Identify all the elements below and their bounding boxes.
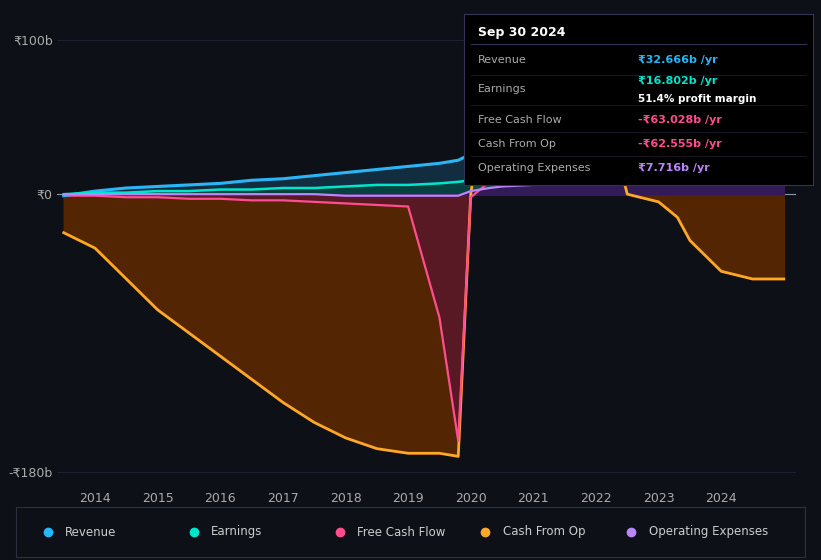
Text: Cash From Op: Cash From Op bbox=[478, 139, 556, 149]
Text: Operating Expenses: Operating Expenses bbox=[478, 163, 590, 172]
Text: Operating Expenses: Operating Expenses bbox=[649, 525, 768, 539]
Text: -₹63.028b /yr: -₹63.028b /yr bbox=[639, 115, 722, 125]
Text: Free Cash Flow: Free Cash Flow bbox=[478, 115, 562, 125]
Text: Earnings: Earnings bbox=[211, 525, 263, 539]
Text: Revenue: Revenue bbox=[66, 525, 117, 539]
Text: 51.4% profit margin: 51.4% profit margin bbox=[639, 95, 757, 104]
Text: ₹16.802b /yr: ₹16.802b /yr bbox=[639, 76, 718, 86]
Text: ₹32.666b /yr: ₹32.666b /yr bbox=[639, 55, 718, 65]
Text: Cash From Op: Cash From Op bbox=[502, 525, 585, 539]
Text: Revenue: Revenue bbox=[478, 55, 526, 65]
Text: -₹62.555b /yr: -₹62.555b /yr bbox=[639, 139, 722, 149]
Text: Free Cash Flow: Free Cash Flow bbox=[357, 525, 445, 539]
Text: Sep 30 2024: Sep 30 2024 bbox=[478, 26, 566, 39]
Text: Earnings: Earnings bbox=[478, 84, 526, 94]
Text: ₹7.716b /yr: ₹7.716b /yr bbox=[639, 163, 710, 172]
